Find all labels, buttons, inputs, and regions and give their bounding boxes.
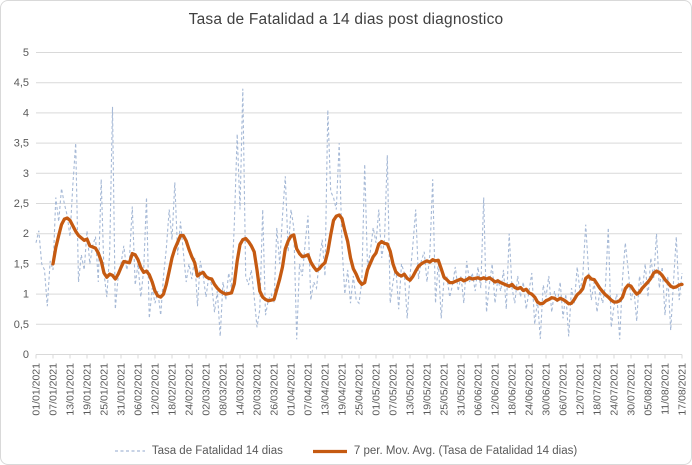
legend-label-moving-avg: 7 per. Mov. Avg. (Tasa de Fatalidad 14 d… bbox=[353, 445, 578, 457]
x-tick-label: 19/01/2021 bbox=[82, 363, 94, 416]
legend-label-daily: Tasa de Fatalidad 14 dias bbox=[151, 445, 283, 457]
x-tick-label: 18/02/2021 bbox=[167, 363, 179, 416]
moving-avg-line-swatch bbox=[312, 449, 347, 453]
x-tick-label: 13/01/2021 bbox=[65, 363, 77, 416]
x-tick-label: 06/07/2021 bbox=[558, 363, 570, 416]
x-tick-label: 25/01/2021 bbox=[99, 363, 111, 416]
x-tick-label: 30/06/2021 bbox=[541, 363, 553, 416]
x-tick-label: 24/06/2021 bbox=[524, 363, 536, 416]
x-tick-label: 02/03/2021 bbox=[201, 363, 213, 416]
x-tick-label: 13/05/2021 bbox=[405, 363, 417, 416]
legend: Tasa de Fatalidad 14 dias 7 per. Mov. Av… bbox=[1, 445, 691, 457]
x-tick-label: 11/08/2021 bbox=[660, 363, 672, 415]
x-tick-label: 13/04/2021 bbox=[320, 363, 332, 416]
x-tick-label: 25/04/2021 bbox=[354, 363, 366, 416]
x-tick-label: 18/07/2021 bbox=[592, 363, 604, 416]
x-tick-label: 18/06/2021 bbox=[507, 363, 519, 416]
chart-title: Tasa de Fatalidad a 14 dias post diagnos… bbox=[188, 11, 504, 28]
x-tick-label: 14/03/2021 bbox=[235, 363, 247, 416]
x-tick-label: 31/01/2021 bbox=[116, 363, 128, 416]
x-tick-label: 06/02/2021 bbox=[133, 363, 145, 416]
x-tick-label: 24/02/2021 bbox=[184, 363, 196, 416]
x-tick-label: 31/05/2021 bbox=[456, 363, 468, 416]
x-tick-label: 01/05/2021 bbox=[371, 363, 383, 416]
x-tick-label: 26/03/2021 bbox=[269, 363, 281, 416]
y-tick-label: 3,5 bbox=[14, 138, 29, 150]
legend-item-daily: Tasa de Fatalidad 14 dias bbox=[114, 445, 283, 457]
x-tick-label: 12/06/2021 bbox=[490, 363, 502, 416]
y-tick-label: 4,5 bbox=[14, 77, 29, 89]
y-tick-label: 2,5 bbox=[14, 198, 29, 210]
x-tick-label: 07/05/2021 bbox=[388, 363, 400, 416]
y-tick-label: 5 bbox=[23, 47, 29, 59]
y-tick-label: 1 bbox=[23, 289, 29, 301]
x-tick-label: 24/07/2021 bbox=[609, 363, 621, 416]
legend-item-moving-avg: 7 per. Mov. Avg. (Tasa de Fatalidad 14 d… bbox=[312, 445, 578, 457]
x-tick-label: 12/07/2021 bbox=[575, 363, 587, 416]
x-tick-label: 25/05/2021 bbox=[439, 363, 451, 416]
y-tick-label: 2 bbox=[23, 228, 29, 240]
x-tick-label: 12/02/2021 bbox=[150, 363, 162, 416]
x-tick-label: 17/08/2021 bbox=[677, 363, 689, 416]
x-tick-label: 01/04/2021 bbox=[286, 363, 298, 416]
x-tick-label: 20/03/2021 bbox=[252, 363, 264, 416]
daily-line-swatch bbox=[114, 450, 145, 452]
x-tick-label: 19/05/2021 bbox=[422, 363, 434, 416]
x-tick-label: 07/04/2021 bbox=[303, 363, 315, 416]
x-tick-label: 07/01/2021 bbox=[48, 363, 60, 416]
moving-avg-series-line bbox=[51, 213, 684, 306]
x-tick-label: 08/03/2021 bbox=[218, 363, 230, 416]
y-tick-label: 0,5 bbox=[14, 319, 29, 331]
x-tick-label: 05/08/2021 bbox=[643, 363, 655, 416]
x-tick-label: 06/06/2021 bbox=[473, 363, 485, 416]
x-tick-label: 30/07/2021 bbox=[626, 363, 638, 416]
y-tick-label: 1,5 bbox=[14, 258, 29, 270]
x-tick-label: 01/01/2021 bbox=[31, 363, 43, 416]
y-tick-label: 4 bbox=[23, 107, 29, 119]
y-tick-label: 3 bbox=[23, 168, 29, 180]
y-tick-label: 0 bbox=[23, 349, 29, 361]
daily-series-line bbox=[35, 88, 683, 340]
x-tick-label: 19/04/2021 bbox=[337, 363, 349, 416]
